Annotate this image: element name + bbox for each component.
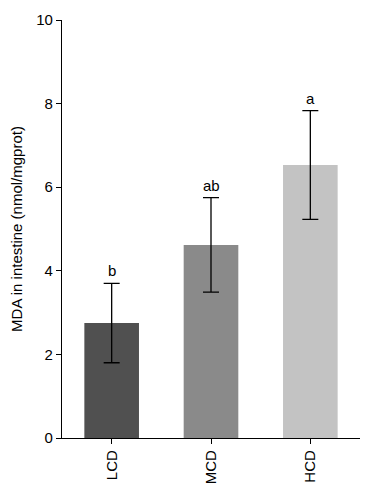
svg-text:4: 4 — [45, 262, 53, 279]
svg-text:MDA in intestine (nmol/mgprot): MDA in intestine (nmol/mgprot) — [8, 126, 25, 332]
svg-text:ab: ab — [203, 177, 220, 194]
svg-text:b: b — [108, 262, 116, 279]
svg-text:a: a — [306, 90, 315, 107]
svg-text:0: 0 — [45, 429, 53, 446]
svg-text:HCD: HCD — [301, 450, 318, 483]
svg-text:8: 8 — [45, 95, 53, 112]
svg-text:6: 6 — [45, 178, 53, 195]
svg-text:MCD: MCD — [202, 450, 219, 484]
svg-text:2: 2 — [45, 346, 53, 363]
svg-text:LCD: LCD — [103, 450, 120, 480]
svg-text:10: 10 — [36, 11, 53, 28]
